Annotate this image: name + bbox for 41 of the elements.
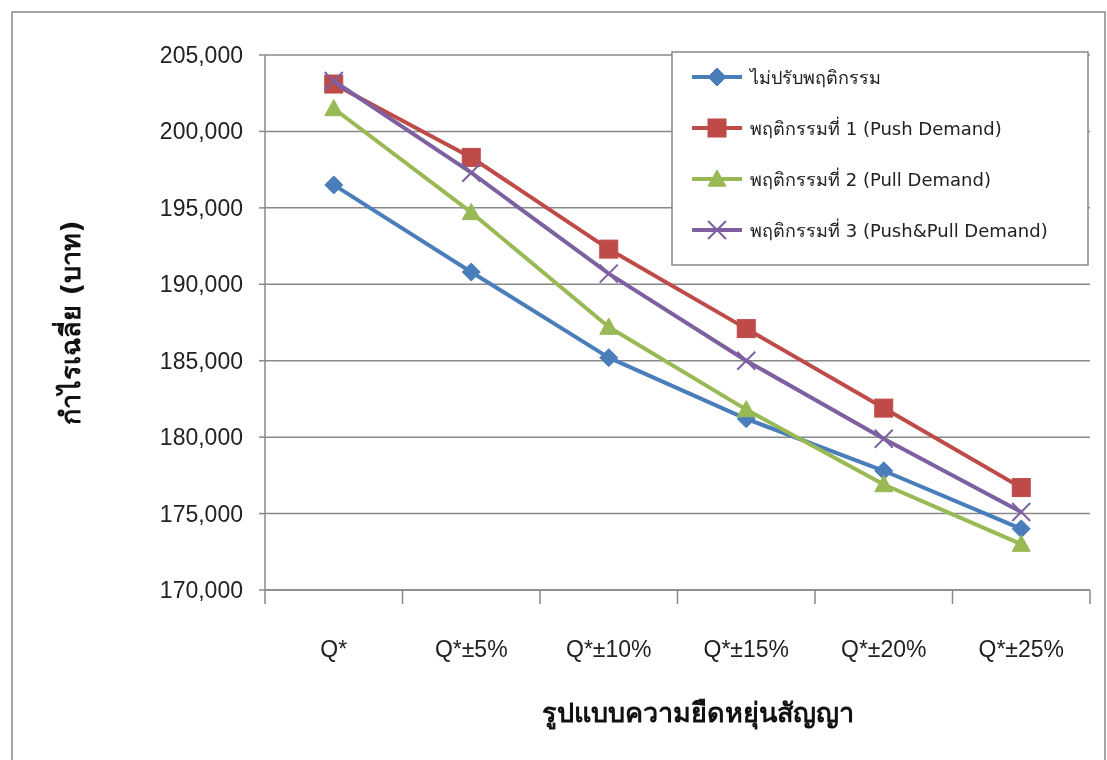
point (874, 461, 894, 481)
y-tick-label: 185,000 (159, 347, 243, 374)
point (599, 317, 619, 335)
x-tick-label: Q* (320, 636, 348, 662)
legend-label: พฤติกรรมที่ 3 (Push&Pull Demand) (750, 218, 1048, 241)
point (461, 147, 481, 167)
x-tick-label: Q*±10% (566, 636, 652, 662)
point (873, 428, 894, 449)
x-axis-title: รูปแบบความยืดหยุ่นสัญญา (541, 697, 854, 730)
point (736, 350, 757, 371)
y-tick-label: 170,000 (159, 577, 243, 603)
y-tick-label: 205,000 (159, 42, 243, 68)
y-tick-label: 180,000 (159, 424, 243, 451)
point (598, 263, 619, 284)
x-tick-label: Q*±20% (841, 636, 927, 662)
legend-label: พฤติกรรมที่ 1 (Push Demand) (750, 116, 1002, 139)
point (461, 162, 482, 183)
point (1011, 502, 1032, 523)
x-tick-label: Q*±5% (434, 636, 508, 662)
y-tick-label: 200,000 (159, 118, 243, 145)
point (1011, 534, 1031, 552)
point (736, 400, 756, 418)
point (324, 99, 344, 117)
point (599, 239, 619, 259)
point (461, 262, 481, 282)
y-tick-label: 190,000 (159, 271, 243, 298)
point (736, 319, 756, 339)
y-tick-label: 175,000 (159, 500, 243, 527)
point (874, 398, 894, 418)
point (599, 348, 619, 368)
y-axis-title: กำไรเฉลี่ย (บาท) (51, 220, 86, 425)
legend-label: ไม่ปรับพฤติกรรม (748, 67, 881, 88)
point (874, 475, 894, 493)
legend-label: พฤติกรรมที่ 2 (Pull Demand) (750, 167, 991, 190)
x-tick-label: Q*±15% (703, 636, 789, 662)
y-tick-label: 195,000 (159, 194, 243, 221)
x-tick-label: Q*±25% (978, 636, 1064, 662)
point (461, 202, 481, 221)
point (1011, 478, 1031, 498)
point (1011, 519, 1031, 539)
point (324, 175, 344, 195)
